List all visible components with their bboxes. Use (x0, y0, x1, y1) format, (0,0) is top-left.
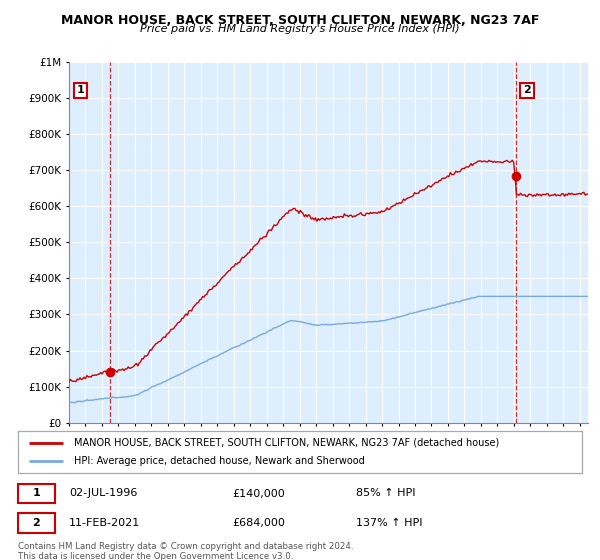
Text: HPI: Average price, detached house, Newark and Sherwood: HPI: Average price, detached house, Newa… (74, 456, 365, 466)
Text: Price paid vs. HM Land Registry's House Price Index (HPI): Price paid vs. HM Land Registry's House … (140, 24, 460, 34)
Text: 137% ↑ HPI: 137% ↑ HPI (356, 518, 423, 528)
Text: 2: 2 (32, 518, 40, 528)
Text: £140,000: £140,000 (232, 488, 285, 498)
Text: MANOR HOUSE, BACK STREET, SOUTH CLIFTON, NEWARK, NG23 7AF: MANOR HOUSE, BACK STREET, SOUTH CLIFTON,… (61, 14, 539, 27)
Text: £684,000: £684,000 (232, 518, 285, 528)
Text: MANOR HOUSE, BACK STREET, SOUTH CLIFTON, NEWARK, NG23 7AF (detached house): MANOR HOUSE, BACK STREET, SOUTH CLIFTON,… (74, 438, 500, 448)
FancyBboxPatch shape (18, 513, 55, 533)
Text: 85% ↑ HPI: 85% ↑ HPI (356, 488, 416, 498)
Text: 1: 1 (32, 488, 40, 498)
Text: Contains HM Land Registry data © Crown copyright and database right 2024.
This d: Contains HM Land Registry data © Crown c… (18, 542, 353, 560)
Text: 2: 2 (523, 86, 531, 96)
Text: 02-JUL-1996: 02-JUL-1996 (69, 488, 137, 498)
FancyBboxPatch shape (18, 483, 55, 503)
Text: 1: 1 (77, 86, 85, 96)
Text: 11-FEB-2021: 11-FEB-2021 (69, 518, 140, 528)
